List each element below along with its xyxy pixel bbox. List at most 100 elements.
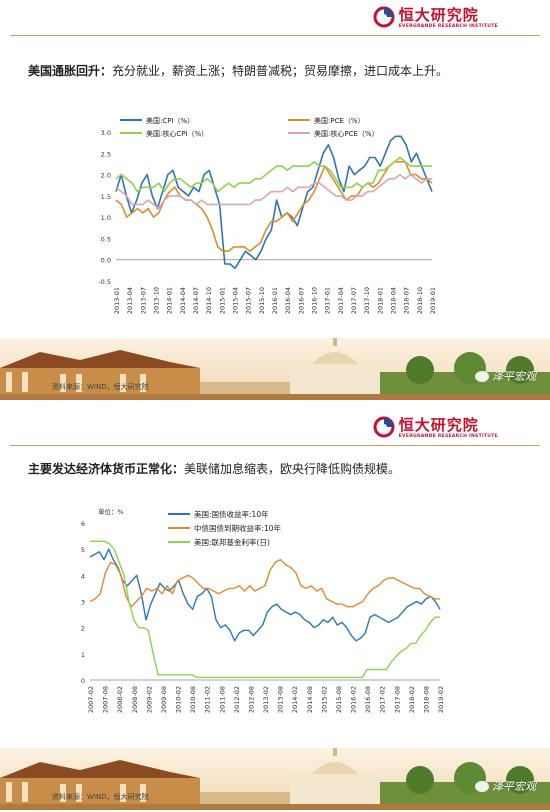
- legend-label: 美国:国债收益率:10年: [194, 509, 269, 519]
- wechat-watermark: 泽平宏观: [475, 778, 536, 794]
- brand-name-cn: 恒大研究院: [398, 416, 479, 434]
- x-tick-label: 2017-08: [393, 686, 401, 713]
- watermark-text: 泽平宏观: [492, 780, 536, 793]
- y-tick-label: 3.0: [101, 129, 111, 137]
- x-tick-label: 2010-02: [175, 686, 183, 713]
- x-tick-label: 2016-07: [297, 287, 305, 314]
- brand-name-en: EVERGRANDE RESEARCH INSTITUTE: [398, 24, 498, 29]
- x-tick-label: 2013-04: [126, 287, 134, 314]
- x-tick-label: 2014-02: [291, 686, 299, 713]
- x-tick-label: 2018-08: [422, 686, 430, 713]
- header-divider: [10, 35, 540, 36]
- brand-logo: 恒大研究院 EVERGRANDE RESEARCH INSTITUTE: [373, 416, 498, 444]
- x-tick-label: 2019-01: [429, 287, 437, 314]
- y-tick-label: 1.0: [101, 214, 111, 222]
- x-tick-label: 2008-08: [131, 686, 139, 713]
- x-tick-label: 2009-08: [160, 686, 168, 713]
- x-tick-label: 2007-02: [87, 686, 95, 713]
- series-line-1: [115, 135, 433, 269]
- y-tick-label: 2: [81, 625, 85, 633]
- x-tick-label: 2008-02: [116, 686, 124, 713]
- x-tick-label: 2015-07: [245, 287, 253, 314]
- x-tick-label: 2018-07: [403, 287, 411, 314]
- caption-text: 美联储加息缩表，欧央行降低购债规模。: [184, 462, 401, 476]
- slide-footer: 资料来源：WIND，恒大研究院 泽平宏观: [0, 338, 550, 400]
- brand-name-cn: 恒大研究院: [398, 6, 479, 24]
- footer-illustration: [0, 748, 550, 810]
- logo-mark-icon: [373, 416, 395, 438]
- header-divider: [10, 445, 540, 446]
- y-tick-label: 0.5: [101, 235, 111, 243]
- y-tick-label: 1: [81, 651, 85, 659]
- source-note: 资料来源：WIND，恒大研究院: [52, 793, 149, 801]
- x-tick-label: 2013-07: [139, 287, 147, 314]
- legend-label: 美国:核心PCE（%）: [314, 129, 379, 138]
- brand-logo: 恒大研究院 EVERGRANDE RESEARCH INSTITUTE: [373, 6, 498, 34]
- series-line-1: [89, 548, 441, 642]
- y-tick-label: 2.0: [101, 172, 111, 180]
- unit-label: 单位：%: [98, 507, 124, 516]
- x-tick-label: 2010-08: [189, 686, 197, 713]
- x-tick-label: 2013-08: [277, 686, 285, 713]
- watermark-text: 泽平宏观: [492, 370, 536, 383]
- y-tick-label: 0: [81, 677, 85, 685]
- x-tick-label: 2012-02: [233, 686, 241, 713]
- brand-name-en: EVERGRANDE RESEARCH INSTITUTE: [398, 434, 498, 439]
- x-tick-label: 2015-10: [258, 287, 266, 314]
- x-tick-label: 2009-02: [145, 686, 153, 713]
- x-tick-label: 2017-10: [363, 287, 371, 314]
- x-tick-label: 2017-02: [379, 686, 387, 713]
- x-tick-label: 2013-10: [153, 287, 161, 314]
- x-tick-label: 2016-10: [311, 287, 319, 314]
- x-tick-label: 2017-01: [324, 287, 332, 314]
- y-tick-label: 6: [81, 520, 85, 528]
- footer-illustration: [0, 338, 550, 400]
- wechat-icon: [475, 780, 489, 792]
- x-tick-label: 2014-07: [192, 287, 200, 314]
- y-tick-label: 4: [81, 572, 85, 580]
- x-tick-label: 2014-08: [306, 686, 314, 713]
- x-tick-label: 2017-04: [337, 287, 345, 314]
- x-tick-label: 2011-08: [218, 686, 226, 713]
- x-tick-label: 2018-02: [408, 686, 416, 713]
- caption-text: 充分就业，薪资上涨；特朗普减税；贸易摩擦，进口成本上升。: [112, 64, 449, 78]
- x-tick-label: 2014-04: [179, 287, 187, 314]
- slide-header: 恒大研究院 EVERGRANDE RESEARCH INSTITUTE: [0, 0, 550, 40]
- y-tick-label: 1.5: [101, 193, 111, 201]
- x-tick-label: 2016-04: [284, 287, 292, 314]
- series-line-3: [115, 156, 432, 193]
- x-tick-label: 2013-01: [113, 287, 121, 314]
- slide-caption: 美国通胀回升：充分就业，薪资上涨；特朗普减税；贸易摩擦，进口成本上升。: [28, 62, 448, 79]
- x-tick-label: 2015-04: [232, 287, 240, 314]
- legend-label: 美国:联邦基金利率(日): [194, 537, 270, 547]
- legend-label: 美国:PCE（%）: [314, 116, 365, 125]
- x-tick-label: 2007-08: [102, 686, 110, 713]
- wechat-watermark: 泽平宏观: [475, 368, 536, 384]
- x-tick-label: 2013-02: [262, 686, 270, 713]
- slide-footer: 资料来源：WIND，恒大研究院 泽平宏观: [0, 748, 550, 810]
- y-tick-label: 2.5: [101, 150, 111, 158]
- caption-bold: 美国通胀回升：: [28, 64, 113, 78]
- x-tick-label: 2018-10: [416, 287, 424, 314]
- x-tick-label: 2014-01: [166, 287, 174, 314]
- legend-label: 美国:CPI（%）: [146, 116, 194, 125]
- logo-mark-icon: [373, 6, 395, 28]
- series-line-2: [89, 558, 440, 608]
- slide-header: 恒大研究院 EVERGRANDE RESEARCH INSTITUTE: [0, 410, 550, 450]
- series-line-3: [90, 540, 440, 679]
- x-tick-label: 2017-07: [350, 287, 358, 314]
- x-tick-label: 2016-02: [350, 686, 358, 713]
- series-line-2: [115, 160, 433, 252]
- x-tick-label: 2018-01: [376, 287, 384, 314]
- wechat-icon: [475, 370, 489, 382]
- x-tick-label: 2019-02: [437, 686, 445, 713]
- slide-1: 恒大研究院 EVERGRANDE RESEARCH INSTITUTE 美国通胀…: [0, 0, 550, 400]
- x-tick-label: 2018-04: [390, 287, 398, 314]
- slide-caption: 主要发达经济体货币正常化：美联储加息缩表，欧央行降低购债规模。: [28, 460, 400, 477]
- legend-label: 美国:核心CPI（%）: [146, 129, 208, 138]
- x-tick-label: 2016-01: [271, 287, 279, 314]
- x-tick-label: 2014-10: [205, 287, 213, 314]
- x-tick-label: 2015-01: [218, 287, 226, 314]
